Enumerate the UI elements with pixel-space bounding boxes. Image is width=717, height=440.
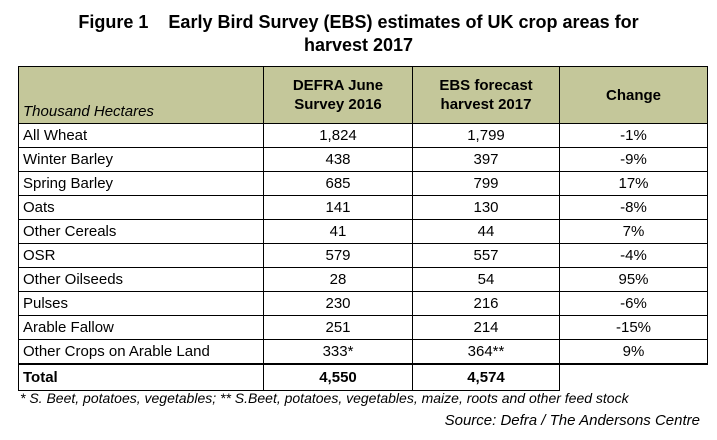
defra-value: 251 <box>263 315 413 340</box>
table-row: Arable Fallow 251 214 -15% <box>18 315 708 340</box>
change-value: -1% <box>559 123 708 148</box>
ebs-value: 54 <box>412 267 560 292</box>
table-row: OSR 579 557 -4% <box>18 243 708 268</box>
table-row: Other Crops on Arable Land 333* 364** 9% <box>18 339 708 365</box>
crop-name: Oats <box>18 195 264 220</box>
crop-name: OSR <box>18 243 264 268</box>
crop-name: Other Cereals <box>18 219 264 244</box>
header-row: Thousand Hectares DEFRA June Survey 2016… <box>18 66 708 124</box>
header-change: Change <box>559 66 708 124</box>
table-row: Pulses 230 216 -6% <box>18 291 708 316</box>
table-row: Other Cereals 41 44 7% <box>18 219 708 244</box>
defra-value: 141 <box>263 195 413 220</box>
crop-name: Other Crops on Arable Land <box>18 339 264 365</box>
change-value: 9% <box>559 339 708 365</box>
table-row: Other Oilseeds 28 54 95% <box>18 267 708 292</box>
crop-name: Arable Fallow <box>18 315 264 340</box>
ebs-value: 799 <box>412 171 560 196</box>
total-label: Total <box>18 363 264 391</box>
change-value: -15% <box>559 315 708 340</box>
header-ebs-2017: EBS forecast harvest 2017 <box>412 66 560 124</box>
title-line-1: Figure 1 Early Bird Survey (EBS) estimat… <box>78 12 639 32</box>
total-ebs: 4,574 <box>412 363 560 391</box>
defra-value: 438 <box>263 147 413 172</box>
crop-name: Spring Barley <box>18 171 264 196</box>
title-line-2: harvest 2017 <box>303 35 414 55</box>
change-value: -9% <box>559 147 708 172</box>
defra-value: 1,824 <box>263 123 413 148</box>
ebs-value: 44 <box>412 219 560 244</box>
change-value: -8% <box>559 195 708 220</box>
header-unit: Thousand Hectares <box>18 66 264 124</box>
crop-area-table: Thousand Hectares DEFRA June Survey 2016… <box>18 66 708 391</box>
change-value: 17% <box>559 171 708 196</box>
footnote: * S. Beet, potatoes, vegetables; ** S.Be… <box>20 390 629 406</box>
defra-value: 579 <box>263 243 413 268</box>
change-value: -6% <box>559 291 708 316</box>
table-row: Oats 141 130 -8% <box>18 195 708 220</box>
defra-value: 230 <box>263 291 413 316</box>
crop-name: All Wheat <box>18 123 264 148</box>
ebs-value: 397 <box>412 147 560 172</box>
ebs-value: 557 <box>412 243 560 268</box>
change-value: 7% <box>559 219 708 244</box>
ebs-value: 364** <box>412 339 560 365</box>
total-row: Total 4,550 4,574 <box>18 363 708 391</box>
ebs-value: 216 <box>412 291 560 316</box>
defra-value: 685 <box>263 171 413 196</box>
crop-name: Winter Barley <box>18 147 264 172</box>
change-value: -4% <box>559 243 708 268</box>
total-empty <box>559 363 708 391</box>
ebs-value: 1,799 <box>412 123 560 148</box>
change-value: 95% <box>559 267 708 292</box>
crop-name: Pulses <box>18 291 264 316</box>
defra-value: 41 <box>263 219 413 244</box>
header-defra-2016: DEFRA June Survey 2016 <box>263 66 413 124</box>
table-row: All Wheat 1,824 1,799 -1% <box>18 123 708 148</box>
defra-value: 28 <box>263 267 413 292</box>
crop-name: Other Oilseeds <box>18 267 264 292</box>
source-note: Source: Defra / The Andersons Centre <box>444 412 700 429</box>
table-row: Spring Barley 685 799 17% <box>18 171 708 196</box>
figure-title: Figure 1 Early Bird Survey (EBS) estimat… <box>0 11 717 57</box>
table-row: Winter Barley 438 397 -9% <box>18 147 708 172</box>
defra-value: 333* <box>263 339 413 365</box>
ebs-value: 130 <box>412 195 560 220</box>
ebs-value: 214 <box>412 315 560 340</box>
total-defra: 4,550 <box>263 363 413 391</box>
